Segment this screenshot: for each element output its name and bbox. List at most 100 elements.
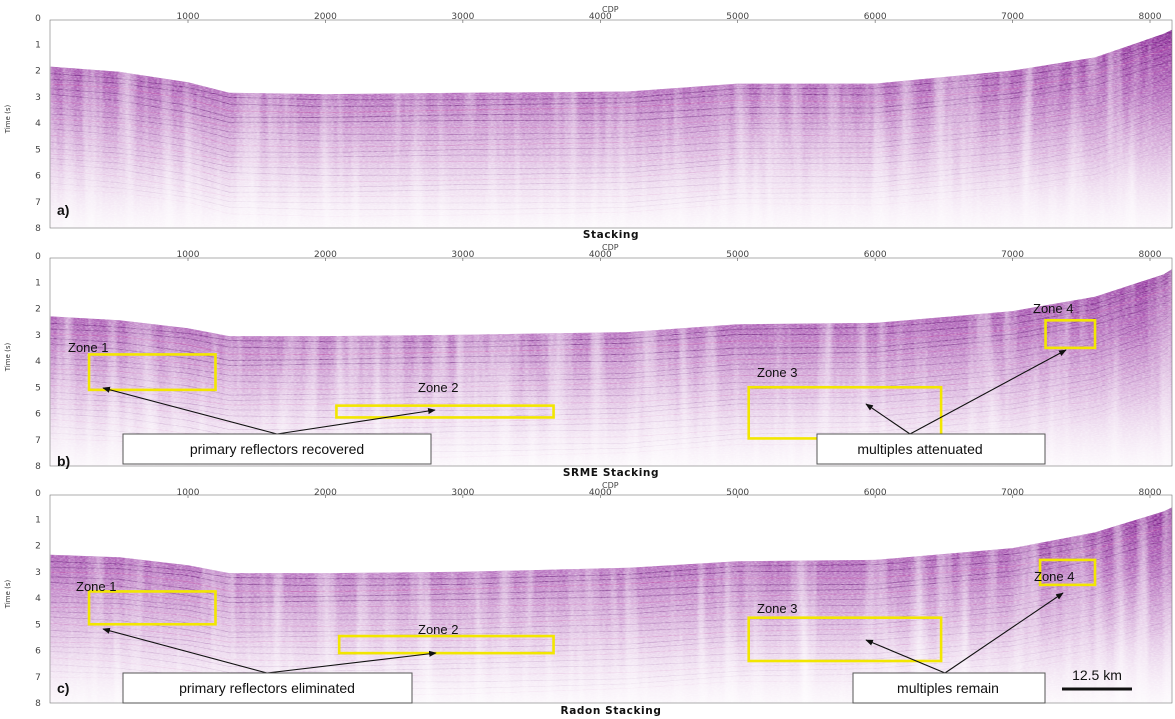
x-tick-label: 8000 (1139, 12, 1162, 22)
x-tick-label: 4000 (589, 250, 612, 260)
x-tick-label: 3000 (451, 488, 474, 498)
y-tick-label: 0 (35, 489, 41, 499)
y-tick-label: 2 (35, 305, 41, 315)
zone-label: Zone 4 (1033, 301, 1073, 316)
zone-box (1044, 319, 1097, 350)
x-tick-label: 6000 (864, 488, 887, 498)
annotation-arrow (909, 349, 1067, 435)
x-axis-title: CDP (602, 5, 619, 14)
y-tick-label: 3 (35, 568, 41, 578)
y-axis-title: Time (s) (4, 343, 12, 373)
y-tick-label: 8 (35, 224, 41, 234)
x-tick-label: 2000 (314, 488, 337, 498)
annotation-arrow (276, 407, 436, 435)
y-tick-label: 7 (35, 436, 41, 446)
y-tick-label: 7 (35, 198, 41, 208)
y-tick-label: 1 (35, 515, 41, 525)
x-tick-label: 7000 (1001, 12, 1024, 22)
panel-title: Stacking (583, 229, 639, 241)
y-tick-label: 8 (35, 699, 41, 709)
zone-label: Zone 1 (76, 579, 116, 594)
x-tick-label: 7000 (1001, 250, 1024, 260)
x-tick-label: 6000 (864, 250, 887, 260)
panel-label: b) (57, 453, 70, 469)
panel-title: SRME Stacking (563, 467, 659, 479)
x-tick-label: 8000 (1139, 250, 1162, 260)
zone-box (87, 590, 217, 626)
annotation-arrow (865, 639, 946, 674)
panel-title: Radon Stacking (561, 705, 662, 717)
y-axis-title: Time (s) (4, 580, 12, 610)
y-tick-label: 5 (35, 620, 41, 630)
panel-b: 1000 2000 3000 4000 5000 6000 7000 8000 CDP 0 1 2 3 4… (4, 243, 1173, 479)
annotation-box (122, 672, 413, 704)
panel-frame (49, 257, 1173, 467)
y-tick-label: 4 (35, 357, 41, 367)
y-tick-label: 2 (35, 542, 41, 552)
seismic-image (50, 29, 1172, 228)
annotation-arrow (102, 386, 278, 435)
zone-label: Zone 3 (757, 365, 797, 380)
x-tick-label: 7000 (1001, 488, 1024, 498)
y-tick-label: 6 (35, 647, 41, 657)
y-tick-label: 4 (35, 119, 41, 129)
annotation-text: multiples remain (897, 680, 999, 696)
y-tick-label: 7 (35, 673, 41, 683)
x-axis-title: CDP (602, 481, 619, 490)
y-tick-label: 0 (35, 252, 41, 262)
annotation-arrow (266, 650, 437, 674)
panel-a: 1000 2000 3000 4000 5000 6000 7000 8000 CDP 0 1 2 3 4… (4, 5, 1173, 241)
annotation-arrow (865, 403, 911, 435)
zone-label: Zone 2 (418, 622, 458, 637)
annotation-box (122, 433, 432, 465)
x-tick-label: 6000 (864, 12, 887, 22)
zone-box (747, 616, 943, 663)
x-tick-label: 1000 (177, 250, 200, 260)
x-tick-label: 5000 (726, 12, 749, 22)
annotation-text: primary reflectors recovered (190, 441, 364, 457)
x-tick-label: 4000 (589, 12, 612, 22)
zone-box (1038, 558, 1097, 587)
panel-c: 1000 2000 3000 4000 5000 6000 7000 8000 CDP 0 1 2 3 4… (4, 481, 1173, 717)
x-tick-label: 1000 (177, 488, 200, 498)
seismic-image (50, 507, 1172, 703)
x-tick-label: 3000 (451, 250, 474, 260)
x-tick-label: 4000 (589, 488, 612, 498)
scale-bar: 12.5 km (1062, 667, 1132, 691)
annotation-box (852, 672, 1046, 704)
y-tick-label: 4 (35, 594, 41, 604)
y-tick-label: 1 (35, 278, 41, 288)
zone-box (335, 404, 555, 419)
annotation-text: multiples attenuated (857, 441, 982, 457)
y-tick-label: 0 (35, 14, 41, 24)
texture-grain (50, 507, 1172, 703)
y-tick-label: 3 (35, 331, 41, 341)
annotation-box (816, 433, 1046, 465)
annotation-arrow (944, 592, 1064, 674)
y-tick-label: 2 (35, 67, 41, 77)
zone-label: Zone 2 (418, 380, 458, 395)
panel-frame (49, 19, 1173, 229)
x-tick-label: 5000 (726, 250, 749, 260)
zone-label: Zone 3 (757, 601, 797, 616)
zone-box (87, 353, 217, 392)
zone-label: Zone 4 (1034, 569, 1074, 584)
panel-frame (49, 494, 1173, 704)
x-axis-title: CDP (602, 243, 619, 252)
annotation-arrow (102, 627, 268, 674)
panel-label: a) (57, 202, 69, 218)
y-tick-label: 6 (35, 410, 41, 420)
y-axis-title: Time (s) (4, 105, 12, 135)
texture-grain (50, 29, 1172, 228)
panel-label: c) (57, 680, 69, 696)
y-tick-label: 6 (35, 172, 41, 182)
zone-box (337, 634, 555, 655)
scale-bar-label: 12.5 km (1072, 667, 1122, 683)
y-tick-label: 8 (35, 462, 41, 472)
x-tick-label: 8000 (1139, 488, 1162, 498)
y-tick-label: 1 (35, 40, 41, 50)
y-tick-label: 5 (35, 383, 41, 393)
zone-label: Zone 1 (68, 340, 108, 355)
